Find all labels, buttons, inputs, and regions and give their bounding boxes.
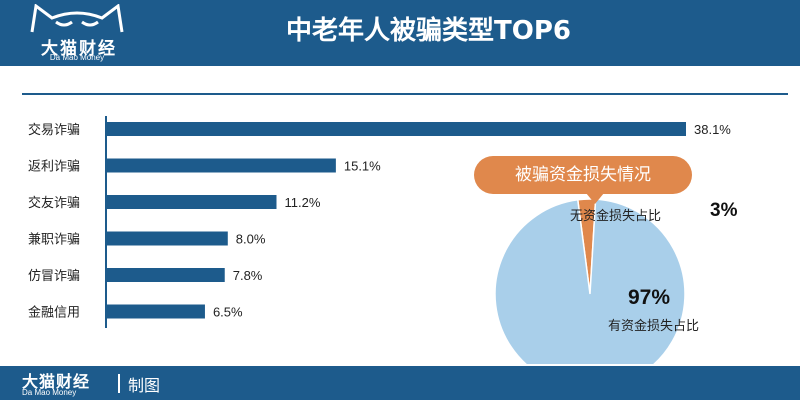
page-title: 中老年人被骗类型TOP6 <box>286 16 571 46</box>
value-label: 15.1% <box>344 159 381 174</box>
brand-name-en: Da Mao Money <box>49 53 105 62</box>
category-label: 交友诈骗 <box>28 195 80 211</box>
brand-name-cn: 大猫财经 <box>41 39 117 59</box>
pie-value-loss: 97% <box>628 286 671 309</box>
value-label: 6.5% <box>213 305 243 320</box>
footer-banner: 大猫财经 Da Mao Money 制图 <box>0 366 800 400</box>
value-label: 38.1% <box>694 122 731 137</box>
bubble-tail <box>586 193 604 204</box>
category-label: 返利诈骗 <box>28 160 80 175</box>
pie-title: 被骗资金损失情况 <box>474 156 692 194</box>
footer-separator <box>118 374 120 393</box>
category-label: 兼职诈骗 <box>28 233 80 248</box>
bar-chart: 交易诈骗 38.1% 返利诈骗 15.1% 交友诈骗 11.2% 兼职诈骗 8.0% 仿冒诈骗 7… <box>28 116 731 328</box>
pie-slice-loss <box>494 198 686 364</box>
value-label: 11.2% <box>284 195 320 210</box>
bar <box>106 268 225 282</box>
bar <box>106 304 205 319</box>
pie-chart <box>494 198 686 364</box>
category-label: 金融信用 <box>28 305 80 321</box>
category-label: 仿冒诈骗 <box>28 269 80 284</box>
footer-brand-en: Da Mao Money <box>22 388 77 397</box>
footer-brand-cn: 大猫财经 <box>22 372 91 391</box>
value-label: 7.8% <box>233 268 263 283</box>
header-banner: 大猫财经 Da Mao Money 中老年人被骗类型TOP6 <box>0 0 800 66</box>
pie-label-loss: 有资金损失占比 <box>608 319 700 334</box>
pie-value-no-loss: 3% <box>710 200 738 221</box>
footer-tag: 制图 <box>128 376 161 395</box>
bar <box>106 122 686 136</box>
cat-face-icon <box>30 4 124 33</box>
pie-label-no-loss: 无资金损失占比 <box>570 209 662 224</box>
brand-logo: 大猫财经 Da Mao Money <box>14 4 140 62</box>
value-label: 8.0% <box>236 232 266 247</box>
bar <box>106 158 336 173</box>
bar <box>106 231 228 246</box>
bar <box>106 195 277 209</box>
header-divider <box>22 93 788 95</box>
category-label: 交易诈骗 <box>28 122 80 138</box>
